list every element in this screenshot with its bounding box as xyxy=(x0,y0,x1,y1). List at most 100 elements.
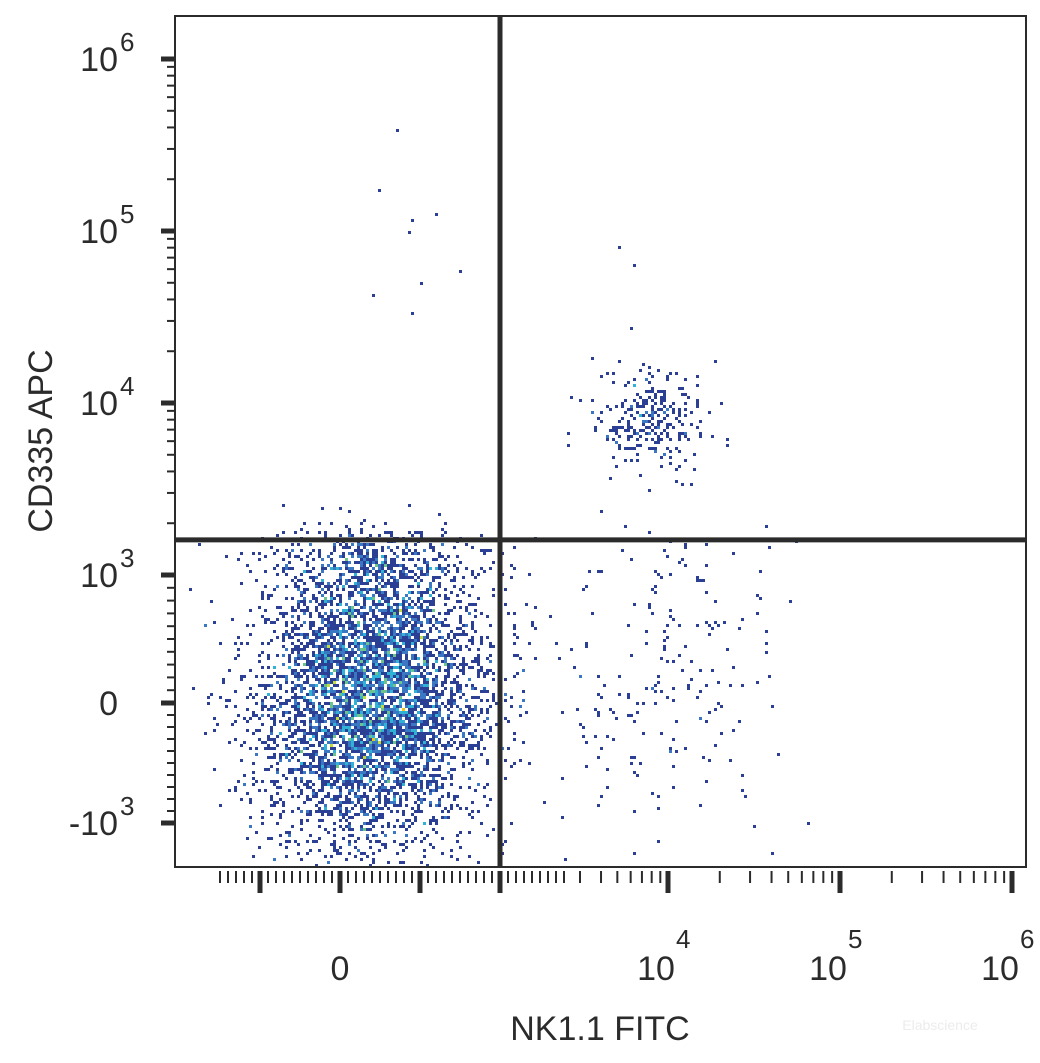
event-dot xyxy=(483,729,486,732)
event-dot xyxy=(489,726,492,729)
event-dot xyxy=(408,684,411,687)
event-dot xyxy=(303,771,306,774)
event-dot xyxy=(399,609,402,612)
event-dot xyxy=(399,639,402,642)
event-dot xyxy=(258,684,261,687)
event-dot xyxy=(378,849,381,852)
event-dot xyxy=(366,561,369,564)
event-dot xyxy=(405,621,408,624)
event-dot xyxy=(390,738,393,741)
event-dot xyxy=(435,576,438,579)
event-dot xyxy=(387,600,390,603)
event-dot xyxy=(648,366,651,369)
event-dot xyxy=(354,561,357,564)
event-dot xyxy=(375,663,378,666)
event-dot xyxy=(393,636,396,639)
event-dot xyxy=(651,399,654,402)
event-dot xyxy=(330,732,333,735)
event-dot xyxy=(396,711,399,714)
event-dot xyxy=(423,822,426,825)
event-dot xyxy=(324,771,327,774)
event-dot xyxy=(402,603,405,606)
event-dot xyxy=(300,777,303,780)
event-dot xyxy=(414,636,417,639)
event-dot xyxy=(378,714,381,717)
event-dot xyxy=(381,585,384,588)
event-dot xyxy=(264,768,267,771)
event-dot xyxy=(408,717,411,720)
event-dot xyxy=(489,798,492,801)
event-dot xyxy=(315,720,318,723)
event-dot xyxy=(381,735,384,738)
event-dot xyxy=(375,591,378,594)
event-dot xyxy=(282,663,285,666)
event-dot xyxy=(357,756,360,759)
event-dot xyxy=(666,414,669,417)
event-dot xyxy=(246,708,249,711)
event-dot xyxy=(612,381,615,384)
event-dot xyxy=(705,684,708,687)
event-dot xyxy=(441,654,444,657)
event-dot xyxy=(366,633,369,636)
event-dot xyxy=(303,603,306,606)
event-dot xyxy=(351,672,354,675)
event-dot xyxy=(333,705,336,708)
event-dot xyxy=(729,759,732,762)
event-dot xyxy=(510,696,513,699)
event-dot xyxy=(441,621,444,624)
event-dot xyxy=(396,612,399,615)
event-dot xyxy=(417,657,420,660)
event-dot xyxy=(306,564,309,567)
event-dot xyxy=(657,681,660,684)
event-dot xyxy=(459,729,462,732)
event-dot xyxy=(357,561,360,564)
event-dot xyxy=(366,579,369,582)
event-dot xyxy=(288,633,291,636)
event-dot xyxy=(309,663,312,666)
event-dot xyxy=(432,738,435,741)
event-dot xyxy=(318,648,321,651)
event-dot xyxy=(228,669,231,672)
event-dot xyxy=(435,621,438,624)
event-dot xyxy=(321,672,324,675)
event-dot xyxy=(615,405,618,408)
event-dot xyxy=(426,561,429,564)
event-dot xyxy=(387,597,390,600)
event-dot xyxy=(693,453,696,456)
event-dot xyxy=(645,426,648,429)
event-dot xyxy=(342,660,345,663)
event-dot xyxy=(300,657,303,660)
event-dot xyxy=(351,741,354,744)
event-dot xyxy=(378,642,381,645)
event-dot xyxy=(378,630,381,633)
event-dot xyxy=(633,432,636,435)
event-dot xyxy=(714,621,717,624)
event-dot xyxy=(321,693,324,696)
event-dot xyxy=(468,612,471,615)
event-dot xyxy=(510,576,513,579)
event-dot xyxy=(324,591,327,594)
event-dot xyxy=(684,459,687,462)
event-dot xyxy=(624,459,627,462)
event-dot xyxy=(627,435,630,438)
event-dot xyxy=(360,606,363,609)
event-dot xyxy=(393,711,396,714)
event-dot xyxy=(387,744,390,747)
event-dot xyxy=(333,696,336,699)
event-dot xyxy=(369,657,372,660)
event-dot xyxy=(405,744,408,747)
event-dot xyxy=(366,741,369,744)
event-dot xyxy=(636,459,639,462)
event-dot xyxy=(567,444,570,447)
event-dot xyxy=(348,765,351,768)
event-dot xyxy=(474,609,477,612)
event-dot xyxy=(390,570,393,573)
event-dot xyxy=(453,585,456,588)
event-dot xyxy=(300,792,303,795)
event-dot xyxy=(399,651,402,654)
event-dot xyxy=(315,753,318,756)
event-dot xyxy=(360,708,363,711)
event-dot xyxy=(408,738,411,741)
x-tick-exponent: 5 xyxy=(848,924,862,954)
event-dot xyxy=(354,669,357,672)
